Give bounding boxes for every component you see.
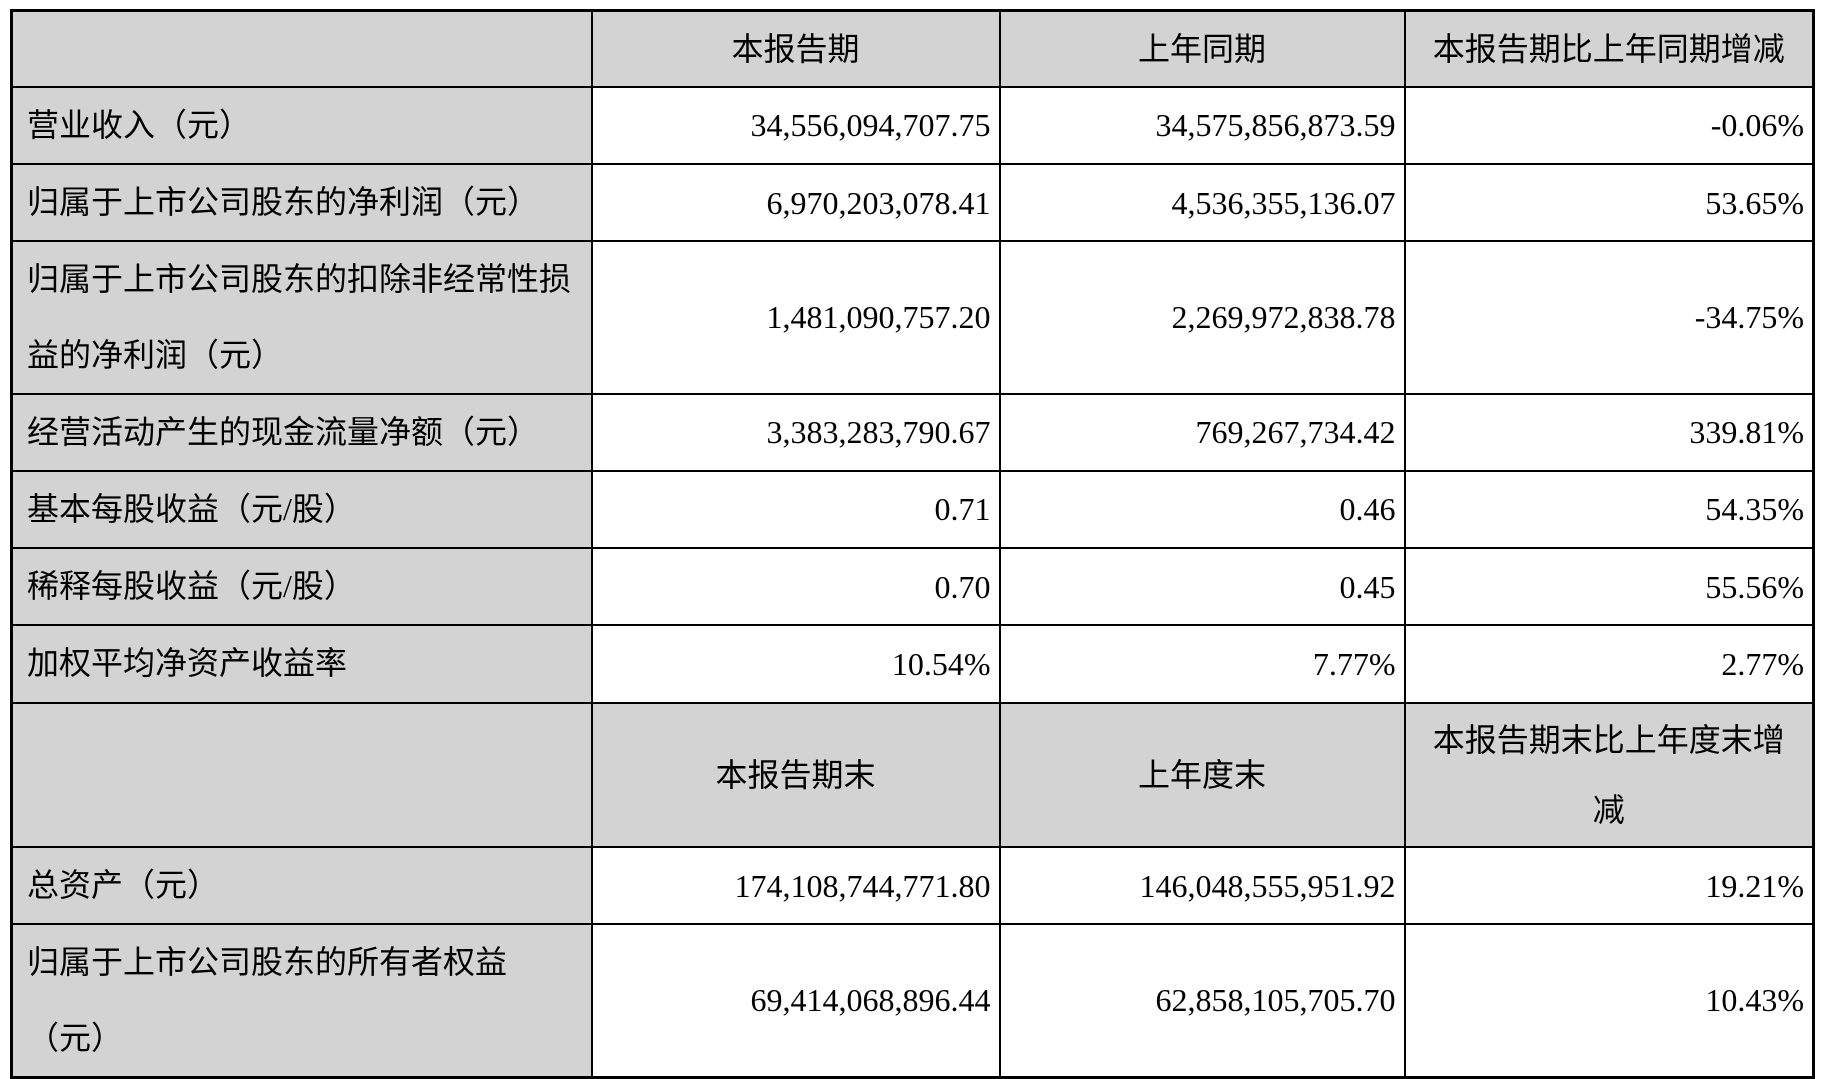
metric-label: 归属于上市公司股东的净利润（元） xyxy=(10,163,593,243)
header-period-change: 本报告期比上年同期增减 xyxy=(1403,9,1815,88)
change-value: 2.77% xyxy=(1403,624,1815,704)
prior-period-value: 0.45 xyxy=(998,547,1406,627)
header-corner-cell xyxy=(10,701,593,849)
prior-period-value: 4,536,355,136.07 xyxy=(998,163,1406,243)
metric-label: 基本每股收益（元/股） xyxy=(10,469,593,550)
table-row: 稀释每股收益（元/股） 0.70 0.45 55.56% xyxy=(10,547,1815,627)
table-row: 加权平均净资产收益率 10.54% 7.77% 2.77% xyxy=(10,624,1815,704)
table-row: 经营活动产生的现金流量净额（元） 3,383,283,790.67 769,26… xyxy=(10,392,1815,472)
change-value: 339.81% xyxy=(1403,392,1815,472)
current-period-value: 69,414,068,896.44 xyxy=(590,923,1001,1079)
current-period-value: 10.54% xyxy=(590,624,1001,704)
current-period-value: 0.70 xyxy=(590,547,1001,627)
header-current-period-end: 本报告期末 xyxy=(590,701,1001,849)
table-row: 归属于上市公司股东的所有者权益（元） 69,414,068,896.44 62,… xyxy=(10,923,1815,1079)
change-value: 10.43% xyxy=(1403,923,1815,1079)
header-row-period-end: 本报告期末 上年度末 本报告期末比上年度末增减 xyxy=(10,701,1815,849)
prior-period-value: 2,269,972,838.78 xyxy=(998,240,1406,395)
prior-period-value: 62,858,105,705.70 xyxy=(998,923,1406,1079)
header-row-period: 本报告期 上年同期 本报告期比上年同期增减 xyxy=(10,9,1815,88)
header-period-end-change-text: 本报告期末比上年度末增减 xyxy=(1432,721,1785,828)
current-period-value: 1,481,090,757.20 xyxy=(590,240,1001,395)
table-row: 基本每股收益（元/股） 0.71 0.46 54.35% xyxy=(10,469,1815,550)
table-row: 营业收入（元） 34,556,094,707.75 34,575,856,873… xyxy=(10,85,1815,166)
header-prior-year-end: 上年度末 xyxy=(998,701,1406,849)
header-corner-cell xyxy=(10,9,593,88)
change-value: -34.75% xyxy=(1403,240,1815,395)
change-value: 55.56% xyxy=(1403,547,1815,627)
current-period-value: 6,970,203,078.41 xyxy=(590,163,1001,243)
table-row: 归属于上市公司股东的扣除非经常性损益的净利润（元） 1,481,090,757.… xyxy=(10,240,1815,395)
change-value: -0.06% xyxy=(1403,85,1815,166)
metric-label: 营业收入（元） xyxy=(10,85,593,166)
prior-period-value: 0.46 xyxy=(998,469,1406,550)
financial-summary-table: 本报告期 上年同期 本报告期比上年同期增减 营业收入（元） 34,556,094… xyxy=(10,9,1815,1079)
prior-period-value: 769,267,734.42 xyxy=(998,392,1406,472)
table-row: 归属于上市公司股东的净利润（元） 6,970,203,078.41 4,536,… xyxy=(10,163,1815,243)
current-period-value: 0.71 xyxy=(590,469,1001,550)
metric-label: 经营活动产生的现金流量净额（元） xyxy=(10,392,593,472)
metric-label: 归属于上市公司股东的所有者权益（元） xyxy=(10,923,593,1079)
metric-label: 稀释每股收益（元/股） xyxy=(10,547,593,627)
prior-period-value: 34,575,856,873.59 xyxy=(998,85,1406,166)
header-current-period: 本报告期 xyxy=(590,9,1001,88)
metric-label: 加权平均净资产收益率 xyxy=(10,624,593,704)
metric-label: 归属于上市公司股东的扣除非经常性损益的净利润（元） xyxy=(10,240,593,395)
current-period-value: 3,383,283,790.67 xyxy=(590,392,1001,472)
header-period-end-change: 本报告期末比上年度末增减 xyxy=(1403,701,1815,849)
current-period-value: 34,556,094,707.75 xyxy=(590,85,1001,166)
change-value: 53.65% xyxy=(1403,163,1815,243)
metric-label: 总资产（元） xyxy=(10,846,593,926)
change-value: 19.21% xyxy=(1403,846,1815,926)
table-row: 总资产（元） 174,108,744,771.80 146,048,555,95… xyxy=(10,846,1815,926)
prior-period-value: 146,048,555,951.92 xyxy=(998,846,1406,926)
prior-period-value: 7.77% xyxy=(998,624,1406,704)
change-value: 54.35% xyxy=(1403,469,1815,550)
current-period-value: 174,108,744,771.80 xyxy=(590,846,1001,926)
header-prior-period: 上年同期 xyxy=(998,9,1406,88)
